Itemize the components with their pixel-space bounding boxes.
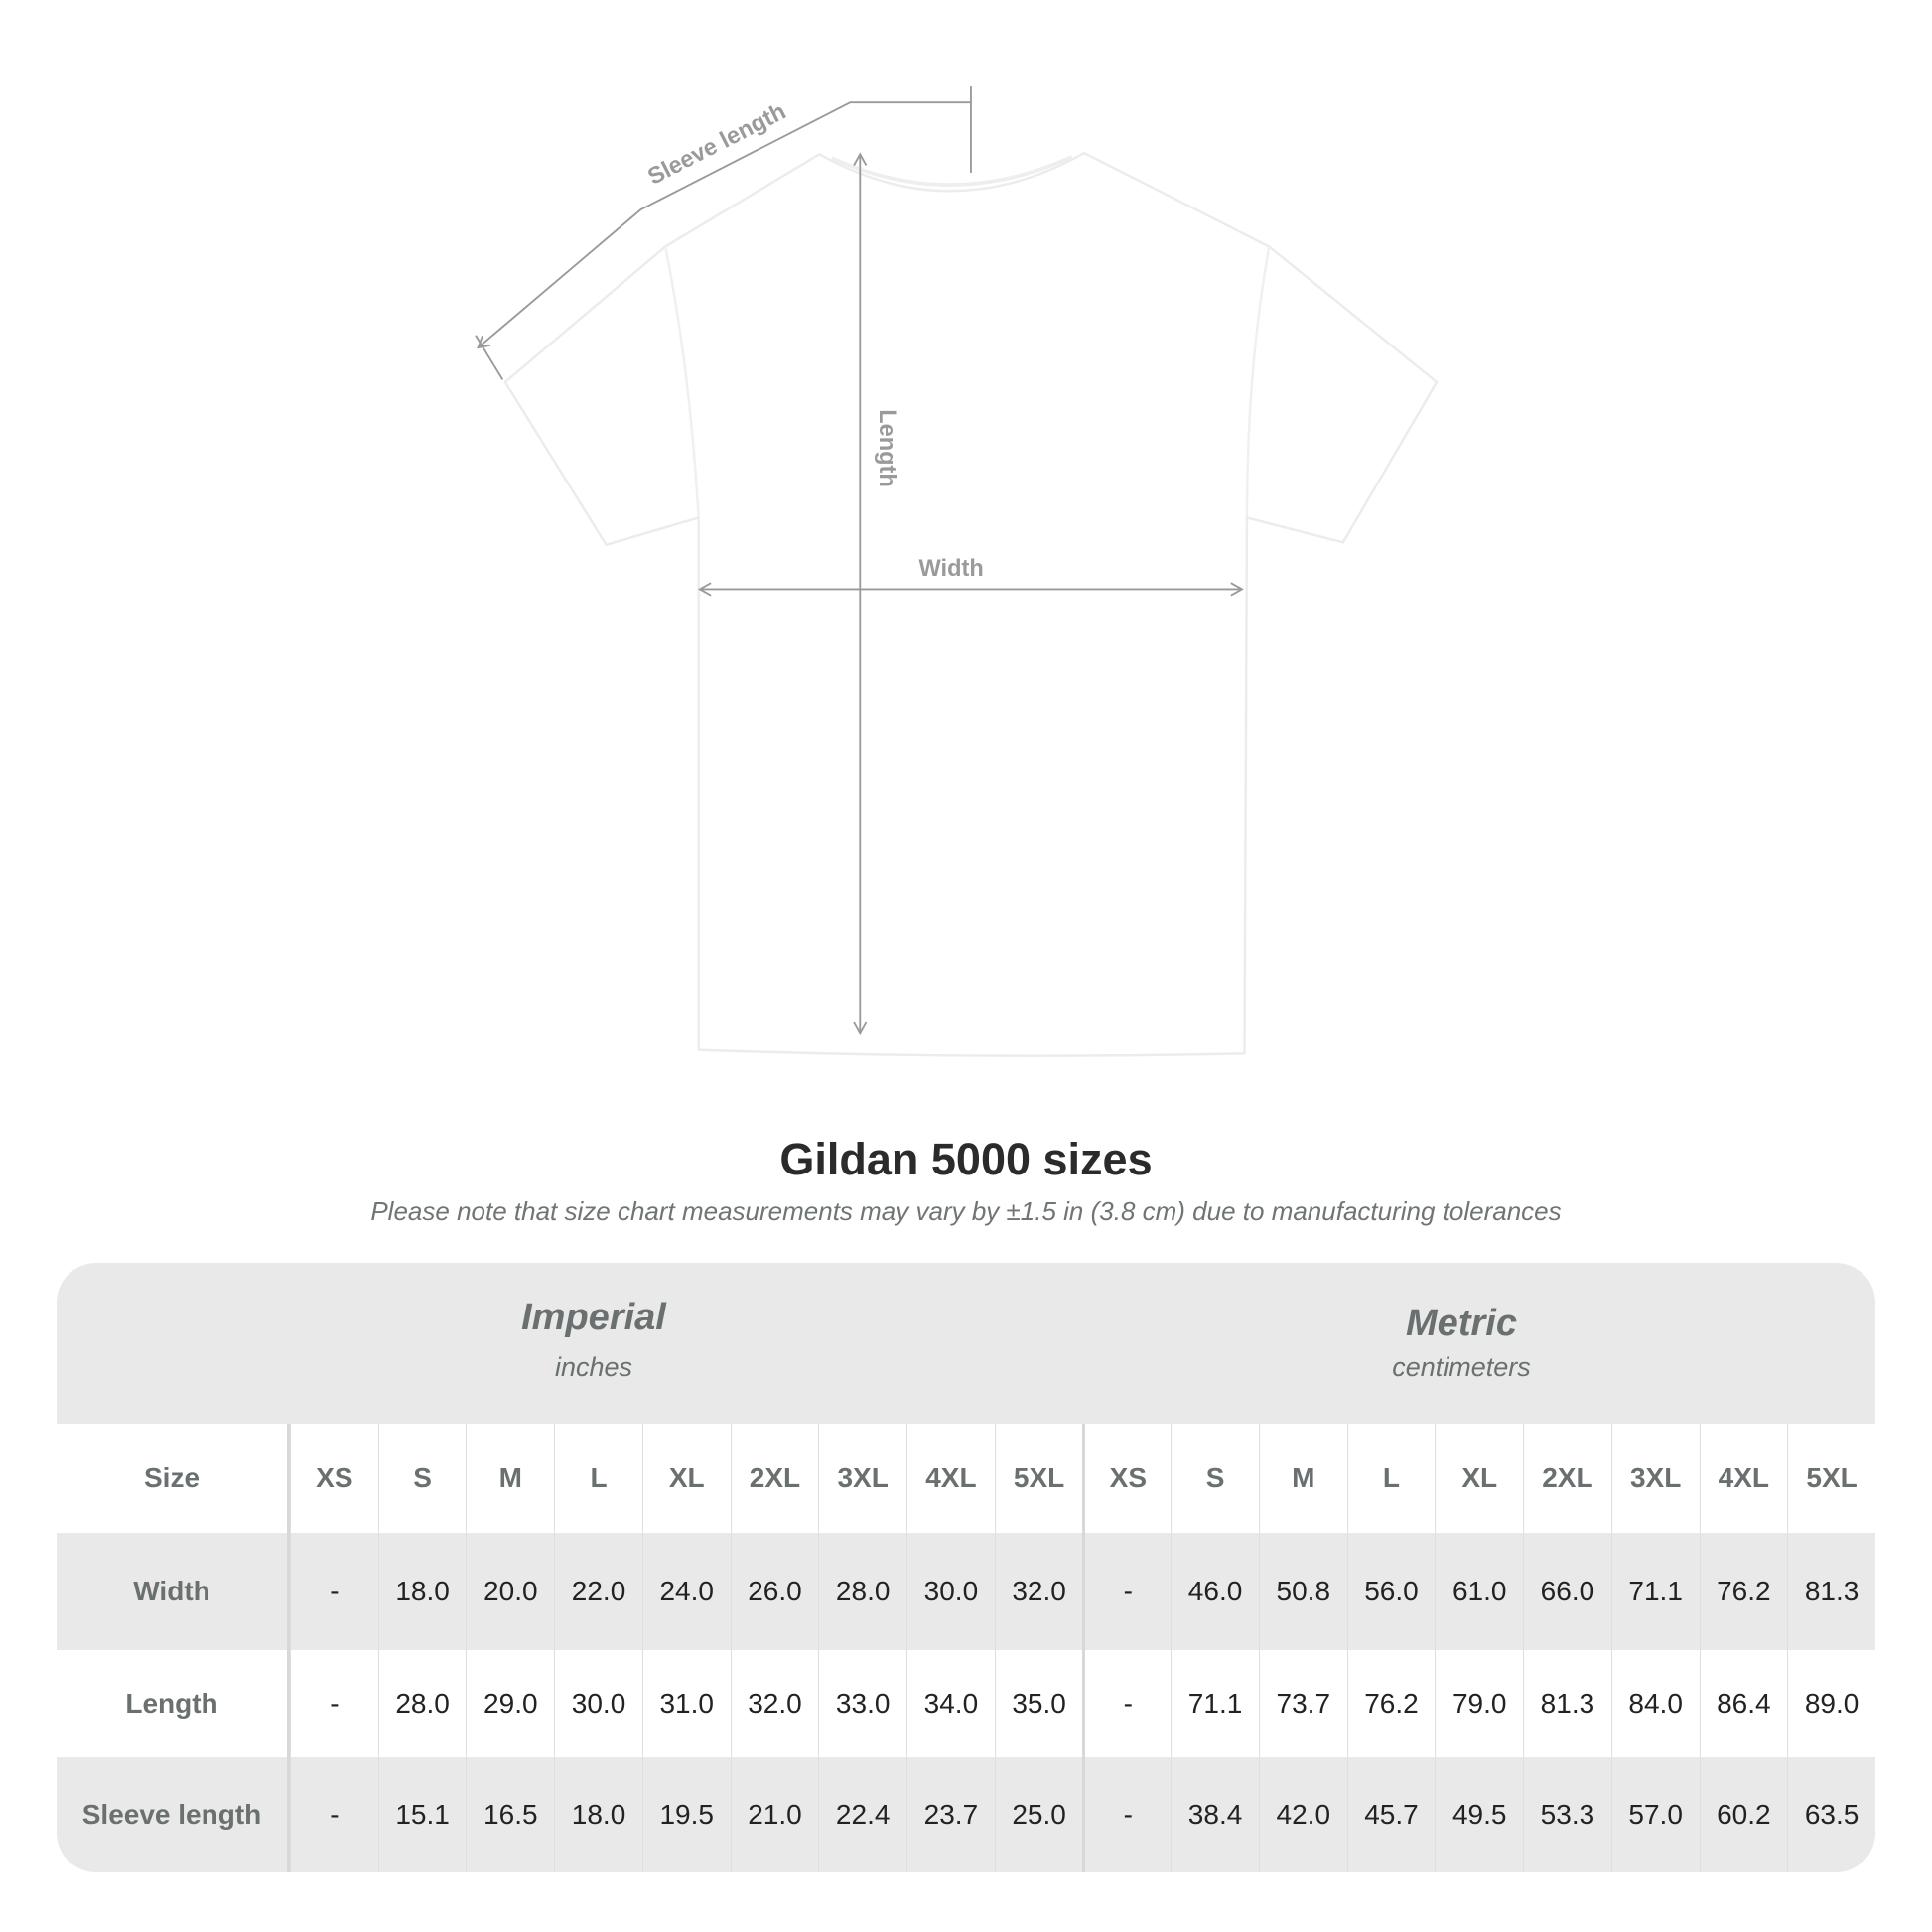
imperial-value-cell: 23.7 [906, 1757, 995, 1872]
metric-unit: centimeters [1392, 1352, 1531, 1382]
metric-value-cell: 66.0 [1523, 1533, 1611, 1650]
imperial-value-cell: 20.0 [466, 1533, 555, 1650]
imperial-size-s: S [377, 1424, 467, 1533]
metric-value-cell: 49.5 [1435, 1757, 1524, 1872]
imperial-size-l: L [554, 1424, 642, 1533]
size-header: Size [57, 1424, 290, 1533]
width-measure: Width [698, 555, 1244, 597]
length-label: Length [875, 409, 900, 487]
metric-value-cell: 71.1 [1171, 1650, 1259, 1757]
imperial-value-cell: 15.1 [377, 1757, 467, 1872]
metric-value-cell: 61.0 [1435, 1533, 1524, 1650]
metric-size-l: L [1346, 1424, 1436, 1533]
imperial-size-xl: XL [641, 1424, 731, 1533]
imperial-value-cell: 29.0 [466, 1650, 554, 1757]
metric-value-cell: 81.3 [1787, 1533, 1875, 1650]
tshirt-seam-right [1245, 246, 1271, 518]
size-table: Imperial inches Metric centimeters Size X… [57, 1263, 1875, 1872]
imperial-value-cell: 35.0 [994, 1650, 1083, 1757]
metric-value-cell: 60.2 [1699, 1757, 1788, 1872]
metric-value-cell: 86.4 [1699, 1650, 1788, 1757]
metric-value-cell: 46.0 [1171, 1533, 1259, 1650]
metric-value-cell: 79.0 [1435, 1650, 1523, 1757]
imperial-value-cell: 32.0 [730, 1650, 819, 1757]
width-label: Width [918, 555, 983, 581]
imperial-unit: inches [554, 1352, 633, 1382]
metric-value-cell: 53.3 [1523, 1757, 1611, 1872]
imperial-value-cell: - [290, 1650, 378, 1757]
metric-value-cell: 76.2 [1699, 1533, 1788, 1650]
metric-value-cell: 45.7 [1346, 1757, 1436, 1872]
imperial-size-3xl: 3XL [818, 1424, 906, 1533]
metric-size-s: S [1171, 1424, 1259, 1533]
row-label-length: Length [57, 1650, 290, 1757]
imperial-value-cell: 34.0 [906, 1650, 995, 1757]
imperial-value-cell: 32.0 [994, 1533, 1083, 1650]
metric-size-xs: XS [1082, 1424, 1171, 1533]
metric-value-cell: 50.8 [1258, 1533, 1347, 1650]
metric-size-xl: XL [1435, 1424, 1523, 1533]
metric-value-cell: 71.1 [1610, 1533, 1700, 1650]
metric-size-4xl: 4XL [1699, 1424, 1788, 1533]
tshirt-diagram: Sleeve length Length Width [475, 86, 1439, 1057]
metric-value-cell: 56.0 [1346, 1533, 1436, 1650]
tshirt-seam-left [663, 246, 700, 518]
imperial-value-cell: 18.0 [377, 1533, 467, 1650]
imperial-value-cell: 18.0 [554, 1757, 642, 1872]
metric-size-2xl: 2XL [1523, 1424, 1611, 1533]
metric-value-cell: 89.0 [1787, 1650, 1875, 1757]
imperial-value-cell: 25.0 [994, 1757, 1083, 1872]
imperial-size-4xl: 4XL [906, 1424, 995, 1533]
metric-value-cell: 84.0 [1610, 1650, 1700, 1757]
metric-value-cell: - [1082, 1533, 1172, 1650]
imperial-value-cell: 22.4 [818, 1757, 907, 1872]
imperial-value-cell: 33.0 [818, 1650, 906, 1757]
metric-heading: Metric [1406, 1303, 1517, 1344]
imperial-value-cell: 24.0 [641, 1533, 731, 1650]
metric-value-cell: 63.5 [1787, 1757, 1875, 1872]
tolerance-note: Please note that size chart measurements… [370, 1196, 1562, 1226]
imperial-heading: Imperial [521, 1297, 666, 1338]
metric-value-cell: 38.4 [1171, 1757, 1259, 1872]
units-header-band: Imperial inches Metric centimeters [57, 1263, 1875, 1424]
imperial-value-cell: 19.5 [641, 1757, 731, 1872]
metric-value-cell: 73.7 [1258, 1650, 1347, 1757]
imperial-size-2xl: 2XL [730, 1424, 819, 1533]
imperial-value-cell: 30.0 [554, 1650, 642, 1757]
imperial-size-m: M [466, 1424, 554, 1533]
metric-size-m: M [1258, 1424, 1347, 1533]
imperial-value-cell: - [290, 1533, 378, 1650]
imperial-size-5xl: 5XL [994, 1424, 1083, 1533]
metric-value-cell: - [1082, 1650, 1171, 1757]
tshirt-shape [503, 151, 1439, 1057]
row-label-width: Width [57, 1533, 290, 1650]
imperial-value-cell: 28.0 [377, 1650, 467, 1757]
imperial-value-cell: 28.0 [818, 1533, 907, 1650]
imperial-value-cell: - [290, 1757, 378, 1872]
page-title: Gildan 5000 sizes [779, 1134, 1153, 1184]
imperial-value-cell: 26.0 [730, 1533, 819, 1650]
metric-value-cell: 42.0 [1258, 1757, 1347, 1872]
imperial-value-cell: 31.0 [641, 1650, 731, 1757]
metric-value-cell: - [1082, 1757, 1172, 1872]
imperial-value-cell: 30.0 [906, 1533, 995, 1650]
imperial-value-cell: 16.5 [466, 1757, 555, 1872]
metric-value-cell: 57.0 [1610, 1757, 1700, 1872]
imperial-value-cell: 21.0 [730, 1757, 819, 1872]
imperial-size-xs: XS [290, 1424, 378, 1533]
metric-size-5xl: 5XL [1787, 1424, 1875, 1533]
row-label-sleeve-length: Sleeve length [57, 1757, 290, 1872]
metric-value-cell: 81.3 [1523, 1650, 1611, 1757]
size-grid: Size XS S M L XL 2XL 3XL 4XL 5XL XS S M L XL 2XL 3XL 4XL 5… [57, 1424, 1875, 1872]
metric-value-cell: 76.2 [1346, 1650, 1436, 1757]
imperial-value-cell: 22.0 [554, 1533, 642, 1650]
metric-size-3xl: 3XL [1610, 1424, 1700, 1533]
